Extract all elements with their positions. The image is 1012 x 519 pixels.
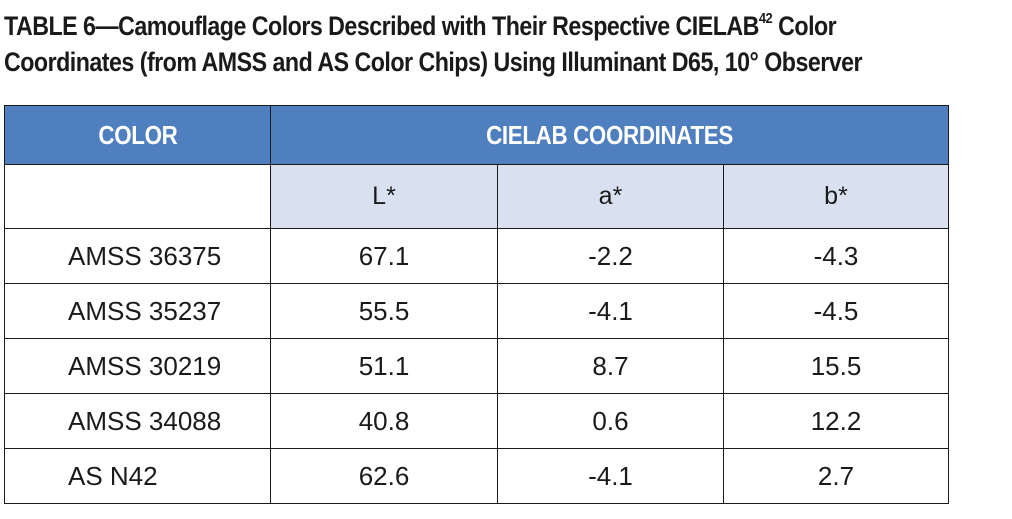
header-row: COLOR CIELAB COORDINATES bbox=[4, 105, 949, 165]
a-value-cell: 8.7 bbox=[497, 338, 724, 394]
l-value-cell: 40.8 bbox=[270, 393, 498, 449]
color-name-cell: AMSS 34088 bbox=[4, 393, 271, 449]
table-row: AMSS 36375 67.1 -2.2 -4.3 bbox=[4, 228, 949, 284]
table-row: AMSS 35237 55.5 -4.1 -4.5 bbox=[4, 283, 949, 339]
l-value-cell: 67.1 bbox=[270, 228, 498, 284]
table-row: AMSS 30219 51.1 8.7 15.5 bbox=[4, 338, 949, 394]
color-name-cell: AS N42 bbox=[4, 448, 271, 504]
color-column-header: COLOR bbox=[4, 105, 271, 165]
color-header-label: COLOR bbox=[97, 119, 178, 150]
caption-line-1-end: Color bbox=[772, 11, 837, 41]
cielab-header-label: CIELAB COORDINATES bbox=[486, 119, 733, 150]
color-name-cell: AMSS 30219 bbox=[4, 338, 271, 394]
a-value-cell: 0.6 bbox=[497, 393, 724, 449]
cielab-table: COLOR CIELAB COORDINATES L* a* b* AMSS 3… bbox=[4, 105, 949, 504]
a-value-cell: -4.1 bbox=[497, 448, 724, 504]
a-value-cell: -4.1 bbox=[497, 283, 724, 339]
l-value-cell: 62.6 bbox=[270, 448, 498, 504]
caption-line-1: TABLE 6—Camouflage Colors Described with… bbox=[4, 8, 864, 44]
a-value-cell: -2.2 bbox=[497, 228, 724, 284]
color-name-cell: AMSS 35237 bbox=[4, 283, 271, 339]
caption-superscript: 42 bbox=[758, 10, 773, 27]
table-row: AS N42 62.6 -4.1 2.7 bbox=[4, 448, 949, 504]
subheader-l: L* bbox=[270, 164, 498, 229]
b-value-cell: -4.5 bbox=[723, 283, 949, 339]
subheader-blank-cell bbox=[4, 164, 271, 229]
table-row: AMSS 34088 40.8 0.6 12.2 bbox=[4, 393, 949, 449]
color-name-cell: AMSS 36375 bbox=[4, 228, 271, 284]
subheader-row: L* a* b* bbox=[4, 164, 949, 229]
b-value-cell: 2.7 bbox=[723, 448, 949, 504]
l-value-cell: 51.1 bbox=[270, 338, 498, 394]
l-value-cell: 55.5 bbox=[270, 283, 498, 339]
b-value-cell: -4.3 bbox=[723, 228, 949, 284]
caption-line-2: Coordinates (from AMSS and AS Color Chip… bbox=[4, 47, 863, 77]
subheader-b: b* bbox=[723, 164, 949, 229]
subheader-a: a* bbox=[497, 164, 724, 229]
table-caption: TABLE 6—Camouflage Colors Described with… bbox=[4, 8, 864, 80]
cielab-coordinates-header: CIELAB COORDINATES bbox=[270, 105, 949, 165]
b-value-cell: 12.2 bbox=[723, 393, 949, 449]
caption-line-1-text: TABLE 6—Camouflage Colors Described with… bbox=[4, 11, 759, 41]
b-value-cell: 15.5 bbox=[723, 338, 949, 394]
